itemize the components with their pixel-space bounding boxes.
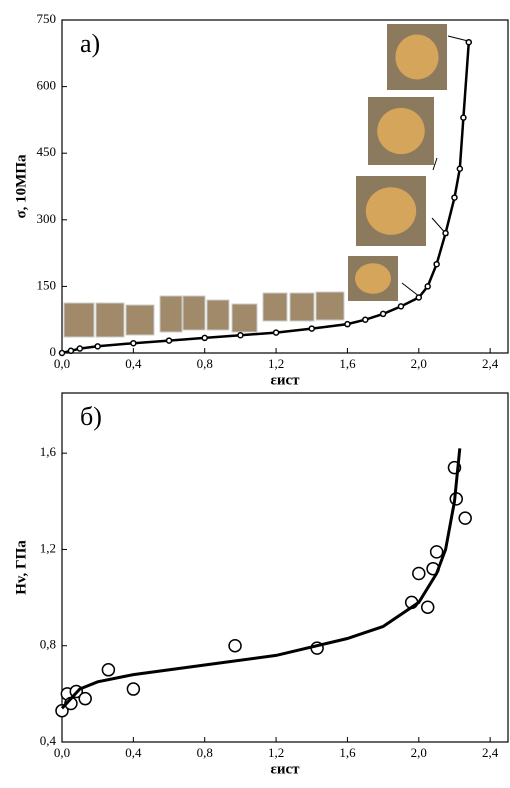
point (272, 329, 280, 336)
x-tick-label: 0,0 (54, 745, 70, 760)
point (451, 194, 458, 201)
point (362, 316, 369, 323)
y-tick-label: 750 (37, 11, 57, 26)
y-tick-label: 150 (37, 277, 57, 292)
x-tick-label: 0,8 (197, 356, 213, 371)
point (429, 545, 444, 559)
x-tick-label: 2,4 (482, 356, 499, 371)
photo (159, 295, 183, 333)
point (126, 682, 141, 696)
plot-frame (61, 392, 509, 743)
point (67, 347, 75, 355)
photo (182, 295, 206, 331)
point (415, 294, 423, 301)
point (456, 165, 464, 172)
x-tick-label: 1,6 (339, 356, 356, 371)
point (237, 331, 244, 339)
point (397, 303, 405, 310)
point (344, 320, 351, 328)
point (228, 638, 242, 653)
sample (377, 107, 425, 155)
sample (355, 263, 391, 294)
arrow (401, 282, 421, 298)
x-tick-label: 0,4 (125, 745, 142, 760)
x-tick-label: 2,0 (411, 745, 427, 760)
point (58, 349, 66, 357)
photo (206, 299, 230, 331)
point (94, 343, 101, 350)
point (76, 345, 84, 352)
point (78, 691, 92, 706)
x-tick-label: 2,0 (411, 356, 427, 371)
point (424, 283, 431, 290)
x-axis-label: εист (270, 761, 300, 777)
y-tick-label: 1,2 (40, 540, 56, 555)
arrow (432, 157, 438, 171)
sample (395, 34, 439, 80)
sample (365, 187, 417, 235)
curve (60, 448, 462, 710)
point (433, 260, 440, 268)
panel-label: а) (80, 29, 100, 58)
point (101, 663, 116, 677)
y-tick-label: 600 (37, 78, 57, 93)
point (379, 310, 387, 318)
point (165, 337, 173, 344)
x-tick-label: 0,8 (197, 745, 213, 760)
plot-frame (61, 19, 509, 354)
y-axis-label: σ, 10МПа (13, 154, 29, 218)
point (130, 339, 137, 347)
photo (95, 302, 125, 338)
y-tick-label: 450 (37, 144, 57, 159)
point (412, 566, 426, 581)
point (465, 38, 473, 46)
x-axis-label: εист (270, 372, 300, 388)
y-tick-label: 1,6 (40, 444, 57, 459)
curve (61, 42, 471, 355)
y-tick-label: 300 (37, 211, 57, 226)
photo (125, 304, 155, 336)
point (460, 114, 467, 121)
point (201, 334, 208, 342)
photo (63, 302, 95, 338)
point (458, 511, 472, 525)
y-axis-label: Hv, ГПа (13, 540, 29, 595)
photo (231, 303, 258, 333)
x-tick-label: 1,2 (268, 356, 284, 371)
point (442, 229, 449, 237)
photo (289, 292, 315, 322)
x-tick-label: 1,6 (339, 745, 356, 760)
x-tick-label: 0,4 (125, 356, 142, 371)
photo (262, 292, 288, 322)
point (420, 600, 435, 614)
point (308, 325, 316, 332)
x-tick-label: 1,2 (268, 745, 284, 760)
x-tick-label: 0,0 (54, 356, 70, 371)
x-tick-label: 2,4 (482, 745, 499, 760)
photo (315, 291, 345, 321)
panel-label: б) (80, 402, 102, 431)
point (55, 703, 69, 718)
y-tick-label: 0,8 (40, 637, 56, 652)
y-tick-label: 0 (50, 344, 57, 359)
y-tick-label: 0,4 (40, 733, 57, 748)
